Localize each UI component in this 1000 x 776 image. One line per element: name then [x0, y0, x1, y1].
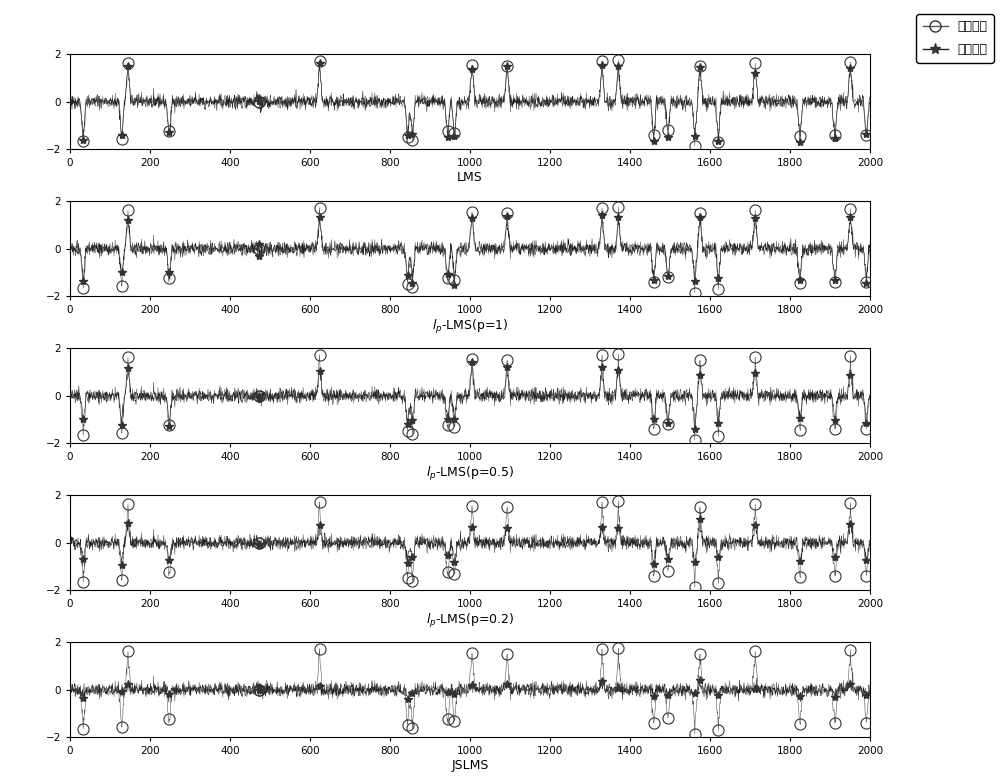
- X-axis label: $l_p$-LMS(p=1): $l_p$-LMS(p=1): [432, 318, 508, 336]
- X-axis label: LMS: LMS: [457, 171, 483, 184]
- X-axis label: $l_p$-LMS(p=0.2): $l_p$-LMS(p=0.2): [426, 612, 514, 630]
- Legend: 原始信号, 复原信号: 原始信号, 复原信号: [916, 14, 994, 63]
- X-axis label: $l_p$-LMS(p=0.5): $l_p$-LMS(p=0.5): [426, 465, 514, 483]
- X-axis label: JSLMS: JSLMS: [451, 759, 489, 772]
